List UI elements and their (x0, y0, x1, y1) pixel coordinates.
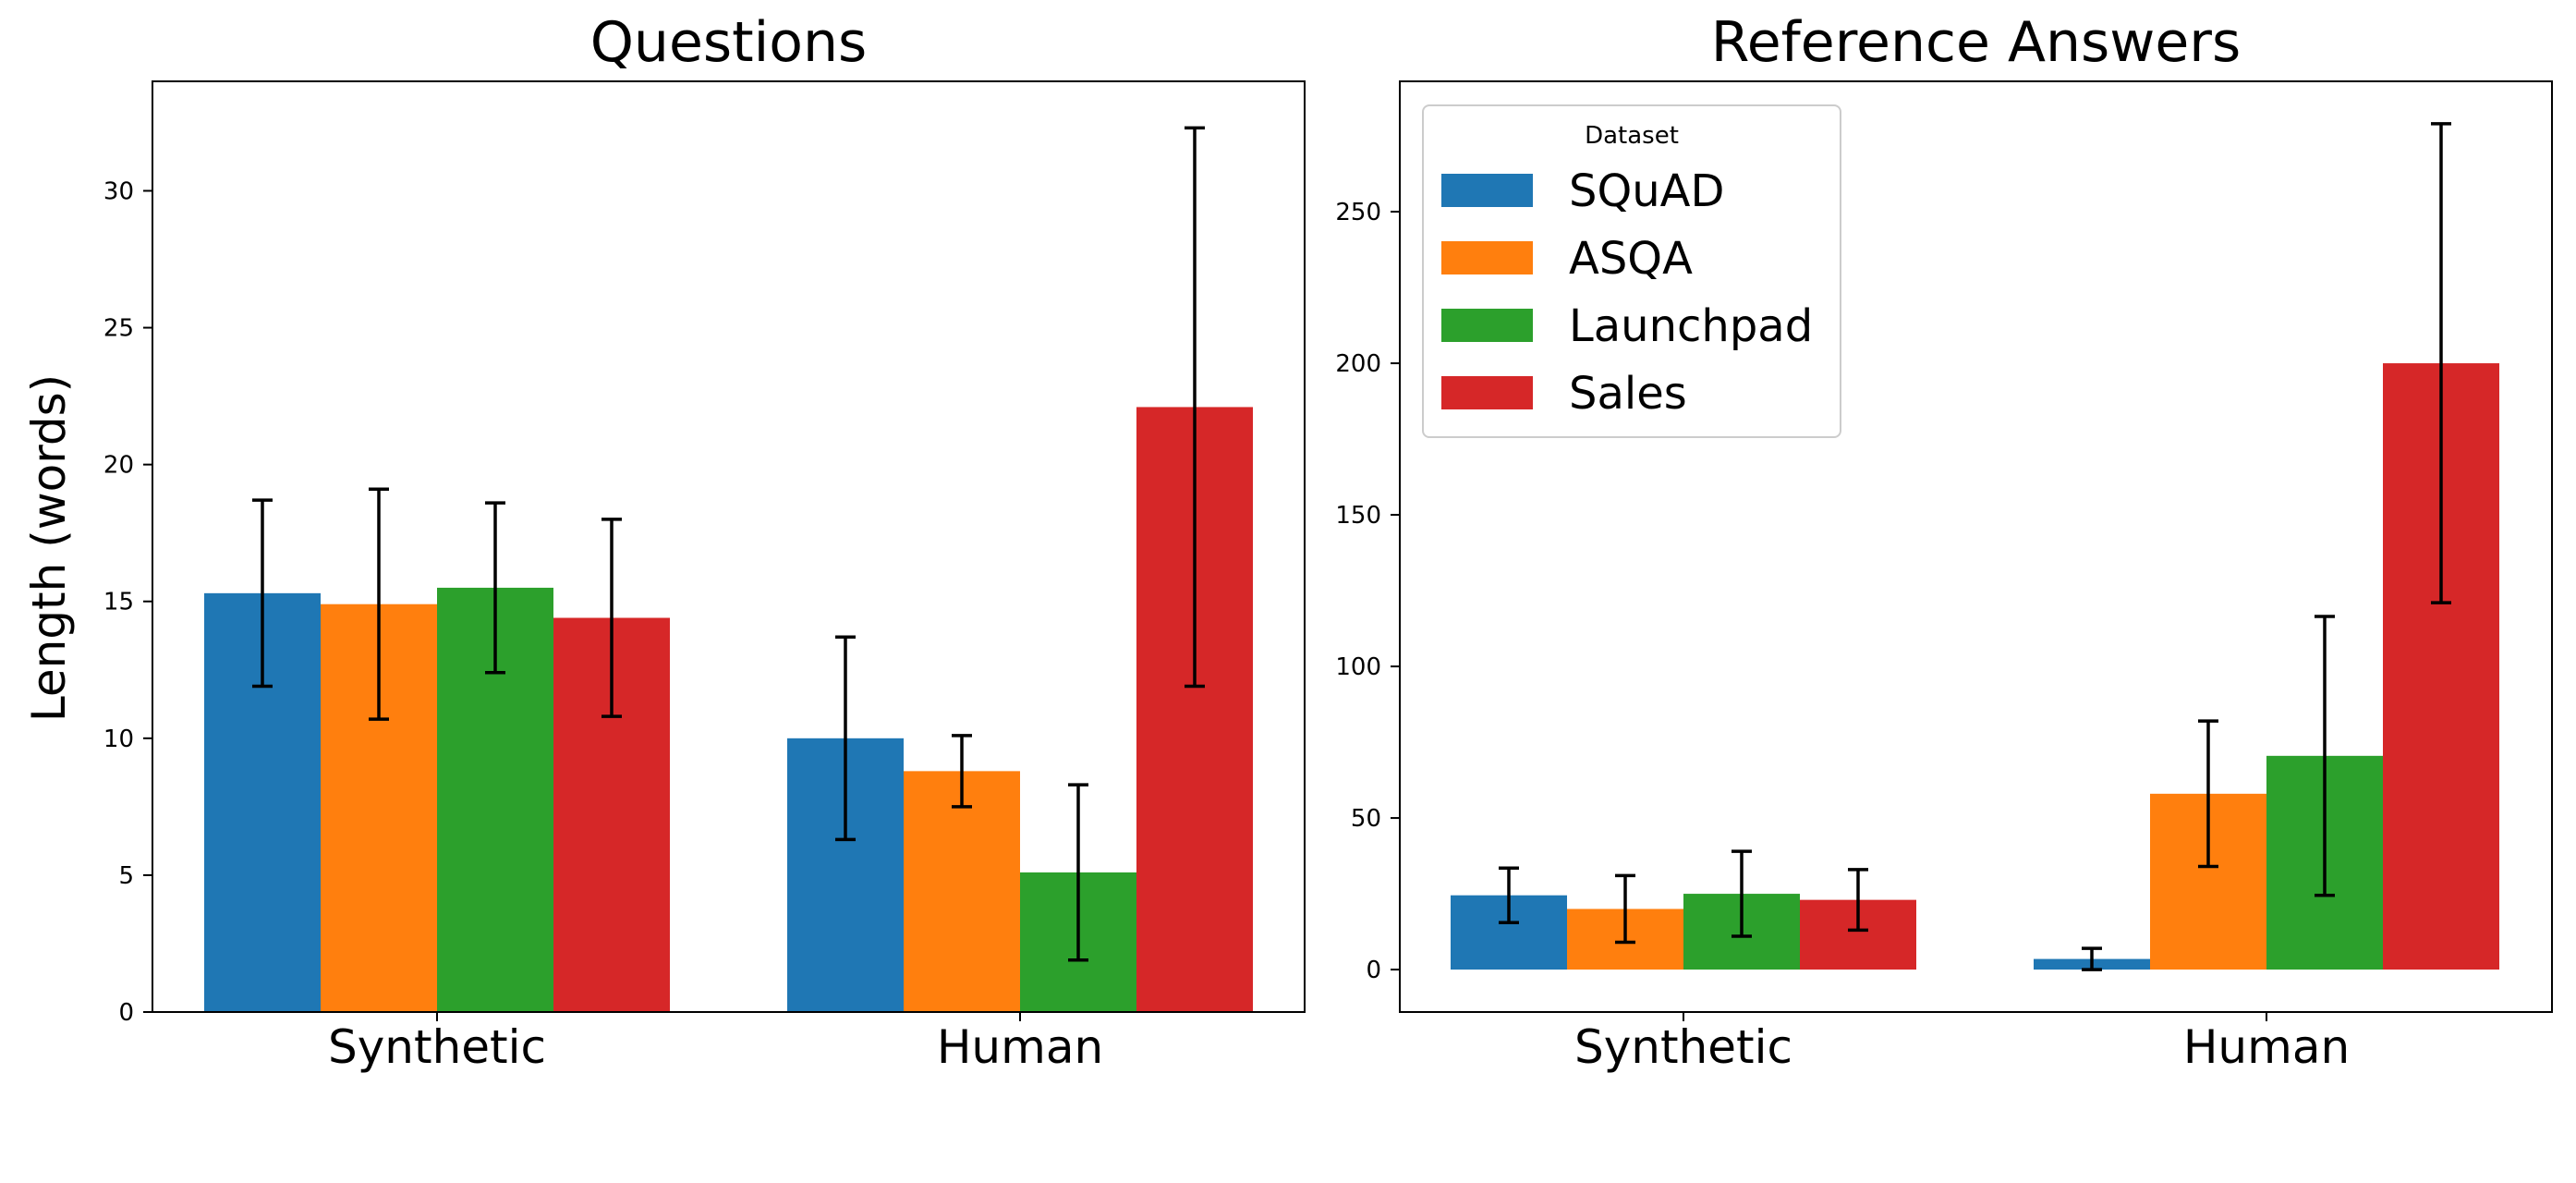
x-tick-label: Synthetic (1574, 1020, 1792, 1074)
legend-label-sales: Sales (1569, 368, 1687, 420)
y-tick-label: 5 (118, 862, 134, 890)
error-bar-asqa-synthetic (369, 487, 389, 721)
y-tick-label: 10 (103, 726, 134, 753)
legend-label-asqa: ASQA (1569, 233, 1693, 285)
legend-title: Dataset (1585, 122, 1679, 150)
y-tick-label: 200 (1335, 350, 1381, 378)
error-bar-asqa-human (2198, 719, 2218, 869)
legend-label-squad: SQuAD (1569, 165, 1724, 217)
error-bar-squad-synthetic (252, 498, 273, 689)
legend-swatch-squad (1441, 174, 1533, 207)
chart-panel-1: Questions 0 5 10 15 20 25 30 Synthetic Human (103, 10, 1306, 1074)
error-bar-sales-synthetic (601, 518, 622, 718)
error-bar-sales-human (2431, 122, 2451, 604)
chart-title: Reference Answers (1711, 10, 2241, 75)
error-bar-launchpad-human (2315, 615, 2335, 897)
x-tick-label: Human (2183, 1020, 2350, 1074)
axes-frame (152, 80, 1306, 1013)
x-tick-label: Synthetic (328, 1020, 546, 1074)
y-tick-label: 30 (103, 177, 134, 205)
error-bar-squad-synthetic (1499, 866, 1519, 924)
y-tick-label: 100 (1335, 653, 1381, 681)
y-tick-label: 20 (103, 452, 134, 480)
chart-panel-2: Reference Answers 0 50 100 150 200 250 Syntheti… (1335, 10, 2553, 1074)
figure-ylabel: Length (words) (22, 374, 76, 722)
error-bar-asqa-human (952, 734, 972, 809)
y-tick-label: 25 (103, 315, 134, 343)
error-bar-launchpad-human (1068, 783, 1088, 962)
legend-swatch-asqa (1441, 241, 1533, 274)
axes-frame (1399, 80, 2553, 1013)
y-tick-label: 0 (118, 999, 134, 1027)
y-tick-label: 0 (1366, 957, 1381, 984)
legend: Dataset SQuAD ASQA Launchpad Sales (1422, 104, 1841, 438)
error-bar-sales-human (1185, 126, 1205, 689)
legend-label-launchpad: Launchpad (1569, 300, 1813, 352)
y-tick-label: 50 (1351, 805, 1381, 833)
error-bar-squad-human (835, 635, 856, 842)
error-bar-squad-human (2082, 946, 2102, 971)
error-bar-launchpad-synthetic (1732, 849, 1752, 938)
bar-asqa-human (904, 771, 1020, 1012)
legend-swatch-launchpad (1441, 309, 1533, 342)
error-bar-sales-synthetic (1848, 868, 1868, 933)
y-tick-label: 250 (1335, 199, 1381, 226)
error-bar-asqa-synthetic (1615, 873, 1635, 945)
legend-swatch-sales (1441, 376, 1533, 409)
y-tick-label: 150 (1335, 502, 1381, 530)
y-tick-label: 15 (103, 589, 134, 616)
chart-title: Questions (590, 10, 868, 75)
error-bar-launchpad-synthetic (485, 501, 505, 675)
x-tick-label: Human (937, 1020, 1103, 1074)
